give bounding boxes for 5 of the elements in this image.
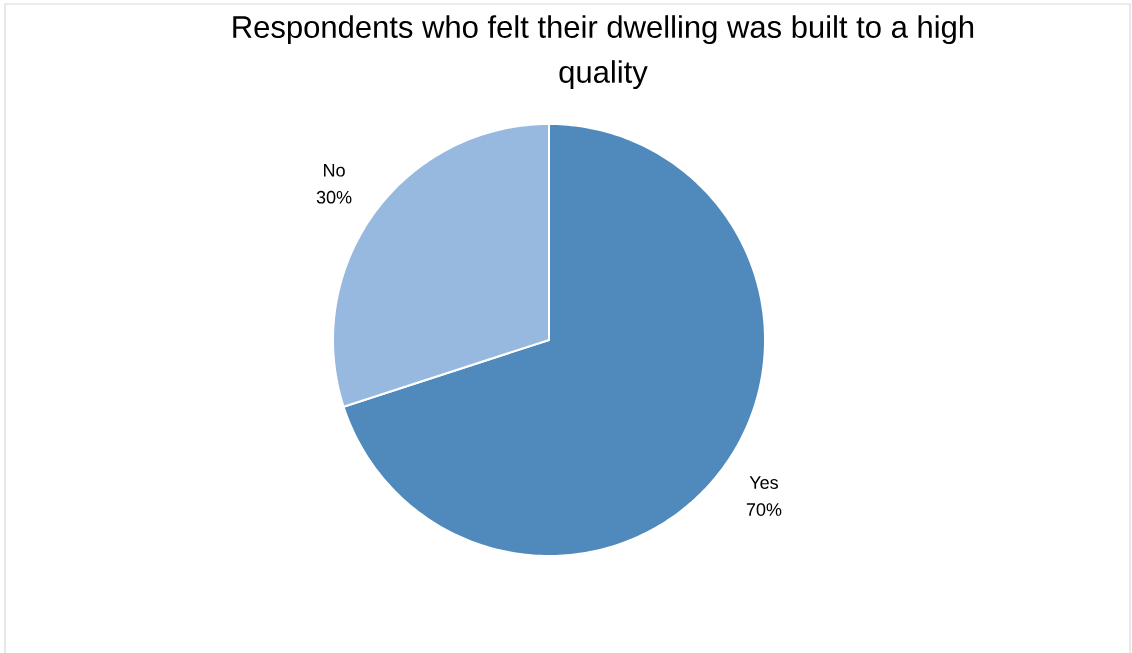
chart-title: Respondents who felt their dwelling was built to a high quality bbox=[233, 15, 974, 90]
slice-label: No bbox=[324, 164, 345, 177]
data-label: 70% bbox=[746, 503, 782, 516]
slice-label: Yes bbox=[749, 476, 779, 489]
data-label: 30% bbox=[316, 190, 352, 204]
